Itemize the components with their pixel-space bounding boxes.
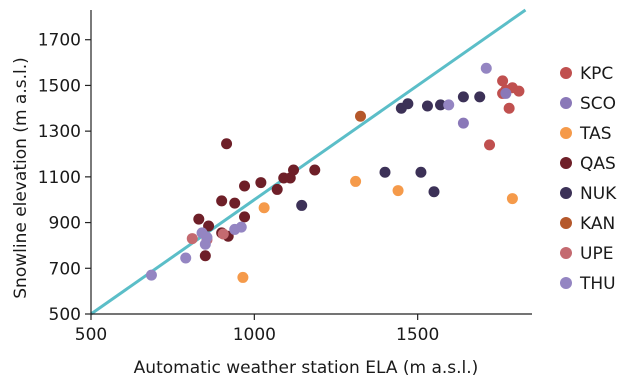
series-kpc	[484, 75, 525, 151]
legend-marker-kpc	[560, 67, 572, 79]
legend-label-upe: UPE	[580, 244, 613, 264]
data-point	[513, 85, 525, 97]
legend-marker-upe	[560, 247, 572, 259]
data-point	[457, 117, 469, 129]
y-tick-label: 1300	[38, 122, 81, 142]
series-kan	[355, 110, 366, 122]
legend-marker-thu	[560, 277, 572, 289]
data-point	[480, 62, 492, 74]
data-point	[500, 87, 512, 99]
data-point	[216, 195, 228, 207]
data-point	[443, 99, 455, 111]
data-point	[196, 227, 208, 239]
legend-label-qas: QAS	[580, 154, 616, 174]
data-point	[309, 164, 321, 176]
data-point	[506, 193, 518, 205]
x-tick-label: 1000	[233, 325, 276, 345]
data-point	[186, 233, 198, 245]
legend: KPC SCO TAS QAS NUK KAN UPE THU	[560, 64, 617, 294]
data-point	[239, 211, 251, 223]
y-tick-label: 700	[49, 259, 81, 279]
x-tick-label: 1500	[396, 325, 439, 345]
legend-marker-qas	[560, 157, 572, 169]
data-point	[484, 139, 496, 151]
data-point	[421, 100, 433, 112]
data-point	[258, 202, 270, 214]
reference-line	[90, 8, 527, 316]
legend-marker-tas	[560, 127, 572, 139]
legend-marker-nuk	[560, 187, 572, 199]
plot-area	[90, 8, 527, 316]
series-sco	[457, 87, 512, 129]
data-point	[415, 166, 427, 178]
data-point	[428, 186, 440, 198]
y-tick-label: 900	[49, 214, 81, 234]
legend-marker-kan	[560, 217, 572, 229]
data-point	[435, 99, 447, 111]
data-point	[288, 164, 300, 176]
data-point	[203, 220, 215, 232]
data-point	[221, 138, 233, 150]
series-nuk	[296, 91, 486, 211]
data-point	[271, 183, 283, 195]
x-tick-label: 500	[75, 325, 107, 345]
legend-label-nuk: NUK	[580, 184, 617, 204]
legend-marker-sco	[560, 97, 572, 109]
data-point	[379, 166, 391, 178]
legend-label-kpc: KPC	[580, 64, 613, 84]
data-point	[193, 213, 205, 225]
data-point	[457, 91, 469, 103]
data-point	[474, 91, 486, 103]
legend-label-kan: KAN	[580, 214, 615, 234]
legend-label-thu: THU	[579, 274, 616, 294]
data-point	[180, 252, 192, 264]
data-point	[235, 221, 247, 233]
y-axis-title: Snowline elevation (m a.s.l.)	[11, 57, 31, 298]
axes: 500 700 900 1100 1300 1500 1700 500 1000 1500	[38, 10, 532, 345]
y-tick-label: 1100	[38, 168, 81, 188]
y-tick-label: 1700	[38, 31, 81, 51]
x-axis-title: Automatic weather station ELA (m a.s.l.)	[134, 358, 479, 378]
series-tas	[237, 175, 518, 283]
data-point	[199, 250, 211, 262]
data-point	[237, 271, 249, 283]
data-point	[402, 98, 414, 110]
data-point	[255, 177, 267, 189]
data-point	[497, 75, 509, 87]
data-point	[217, 228, 229, 240]
data-point	[503, 102, 515, 114]
y-tick-label: 1500	[38, 76, 81, 96]
data-point	[296, 199, 308, 211]
legend-label-sco: SCO	[580, 94, 616, 114]
data-point	[350, 175, 362, 187]
data-point	[239, 180, 251, 192]
data-point	[392, 185, 404, 197]
legend-label-tas: TAS	[579, 124, 612, 144]
data-point	[229, 197, 241, 209]
series-thu	[145, 62, 492, 281]
y-tick-label: 500	[49, 305, 81, 325]
data-point	[145, 269, 157, 281]
data-point	[355, 110, 366, 122]
